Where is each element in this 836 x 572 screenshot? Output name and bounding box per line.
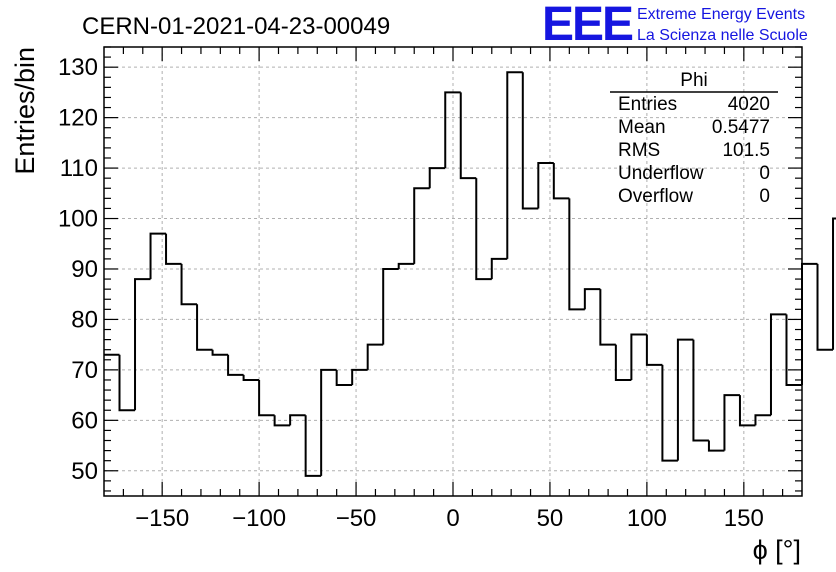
stats-label: Mean: [618, 117, 666, 138]
histogram-bin: [832, 217, 836, 350]
histogram-bin: [475, 178, 492, 281]
histogram-bin: [211, 349, 229, 356]
stats-label: Underflow: [618, 163, 704, 184]
y-tick-label: 130: [58, 54, 98, 81]
histogram-bin: [738, 395, 756, 427]
histogram-bin: [196, 304, 213, 351]
x-tick-label: −50: [336, 505, 377, 532]
y-axis-ticks: 50 60 70 80 90 100 110 120 130: [58, 46, 802, 492]
histogram-bin: [459, 92, 477, 180]
histogram-bin: [723, 394, 740, 451]
histogram-bin: [521, 72, 539, 210]
histogram-bin: [320, 368, 337, 476]
x-tick-label: 50: [537, 505, 564, 532]
histogram-bin: [118, 354, 136, 412]
y-tick-label: 120: [58, 105, 98, 132]
x-tick-label: 0: [446, 505, 459, 532]
logo-line-1: Extreme Energy Events: [637, 6, 805, 23]
x-tick-label: −100: [232, 505, 286, 532]
histogram-bin: [661, 364, 678, 462]
histogram-bin: [614, 344, 632, 381]
histogram-bin: [180, 263, 198, 306]
histogram-bin: [599, 289, 616, 346]
histogram-bin: [304, 415, 322, 477]
stats-value: 4020: [728, 94, 770, 115]
histogram-bin: [676, 338, 694, 461]
histogram-bin: [490, 257, 508, 280]
histogram-bin: [552, 163, 570, 200]
histogram-bin: [366, 343, 384, 370]
histogram-bin: [816, 263, 834, 351]
stats-label: Overflow: [618, 186, 693, 207]
stats-value: 0: [759, 186, 770, 207]
histogram-bin: [754, 414, 771, 426]
histogram-bin: [149, 232, 167, 280]
y-tick-label: 60: [71, 407, 98, 434]
x-axis-title: ϕ [°]: [753, 535, 801, 565]
histogram-bin: [413, 187, 430, 264]
histogram-bin: [335, 369, 353, 387]
y-tick-label: 70: [71, 357, 98, 384]
logo-mark: EEE: [542, 0, 633, 51]
eee-logo: EEE Extreme Energy Events La Scienza nel…: [542, 0, 808, 51]
histogram-bin: [382, 267, 399, 345]
histogram-bin: [769, 313, 787, 416]
stats-rows: Entries 4020 Mean 0.5477 RMS 101.5 Underflow 0 O…: [618, 94, 770, 207]
histogram-bin: [444, 91, 461, 169]
stats-label: Entries: [618, 94, 677, 115]
y-axis-title: Entries/bin: [10, 47, 40, 175]
stats-value: 0.5477: [712, 117, 770, 138]
histogram-series: [104, 71, 836, 477]
histogram-bin: [506, 71, 523, 259]
y-tick-label: 50: [71, 458, 98, 485]
stats-label: RMS: [618, 140, 660, 161]
stats-title: Phi: [680, 70, 707, 91]
stats-box: Phi Entries 4020 Mean 0.5477 RMS 101.5 Underfl…: [610, 70, 778, 207]
y-tick-label: 80: [71, 306, 98, 333]
grid-lines: [104, 47, 802, 496]
histogram-bin: [289, 414, 306, 426]
histogram-bin: [630, 333, 647, 380]
histogram-bin: [537, 162, 554, 209]
x-tick-label: 150: [724, 505, 764, 532]
histogram-bin: [242, 374, 260, 381]
x-tick-label: 100: [627, 505, 667, 532]
histogram-bin: [428, 167, 446, 189]
histogram-bin: [134, 278, 151, 411]
x-tick-label: −150: [135, 505, 189, 532]
histogram-bin: [351, 368, 368, 386]
histogram-bin: [165, 233, 182, 265]
histogram-bin: [258, 379, 275, 417]
y-tick-label: 90: [71, 256, 98, 283]
histogram-bin: [583, 288, 601, 310]
histogram-bin: [568, 198, 585, 311]
histogram-bin: [397, 262, 415, 269]
y-tick-label: 110: [60, 155, 98, 182]
chart-title: CERN-01-2021-04-23-00049: [82, 13, 390, 40]
histogram-bin: [645, 334, 663, 366]
histogram-bin: [707, 440, 725, 452]
logo-line-2: La Scienza nelle Scuole: [637, 27, 808, 44]
stats-value: 101.5: [722, 140, 770, 161]
histogram-bin: [227, 354, 244, 376]
histogram-bin: [692, 339, 709, 442]
stats-value: 0: [759, 163, 770, 184]
x-axis-ticks: −150 −100 −50 0 50 100 150: [122, 47, 784, 532]
histogram-bin: [785, 314, 802, 387]
histogram-bin: [273, 415, 291, 427]
y-tick-label: 100: [58, 206, 98, 233]
